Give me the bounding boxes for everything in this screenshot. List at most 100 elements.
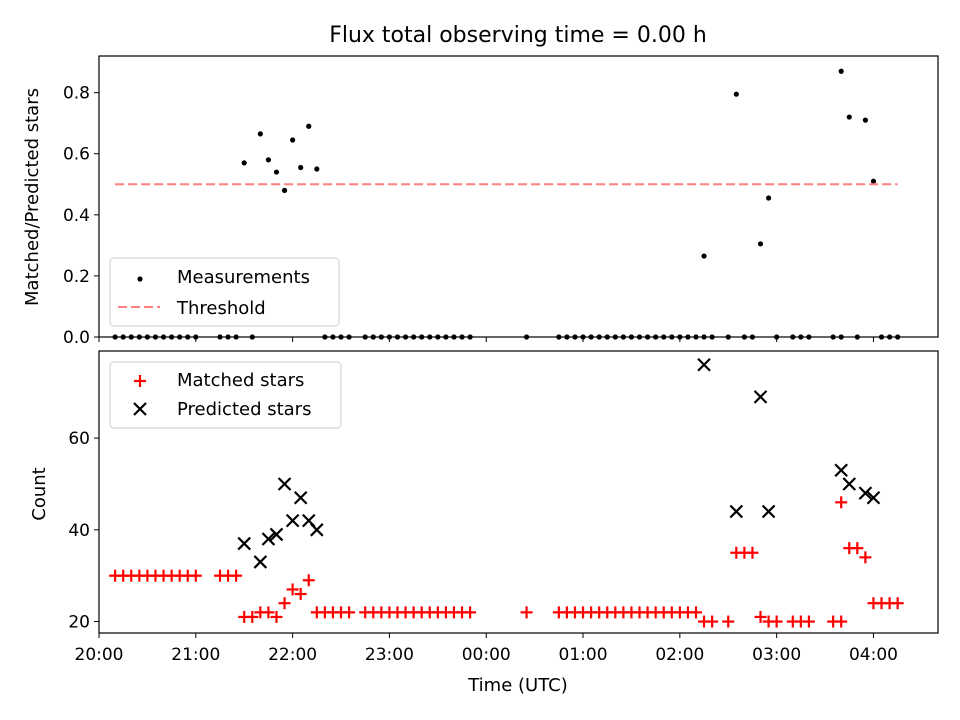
ratio-y-ticks: 0.0 0.2 0.4 0.6 0.8 <box>63 84 99 348</box>
x-tick-label: 20:00 <box>75 645 124 665</box>
matched-star-point <box>246 610 259 623</box>
matched-star-point <box>770 615 783 628</box>
predicted-star-point <box>761 504 776 519</box>
measurement-point <box>290 137 296 143</box>
x-tick-label: 23:00 <box>365 645 414 665</box>
measurement-point <box>701 253 707 259</box>
measurement-point <box>846 114 852 120</box>
measurement-point <box>862 117 868 123</box>
predicted-star-point <box>253 555 268 569</box>
count-panel: 20 40 60 20:00 21:00 22:00 23:00 00:00 01:00 02:… <box>29 350 939 696</box>
x-tick-label: 22:00 <box>268 645 317 665</box>
matched-star-point <box>802 615 815 628</box>
x-tick-label: 04:00 <box>849 645 898 665</box>
matched-star-point <box>286 583 299 596</box>
measurement-point <box>870 178 877 184</box>
legend-predicted-marker <box>133 402 147 416</box>
predicted-star-point <box>697 357 711 372</box>
count-y-axis-label: Count <box>29 467 50 520</box>
ratio-plot-frame <box>98 55 939 338</box>
count-plot-frame <box>98 350 939 634</box>
measurement-point <box>298 164 304 171</box>
measurement-point <box>838 68 844 74</box>
ratio-y-tick-label: 0.8 <box>63 84 90 104</box>
measurement-point <box>273 169 280 175</box>
measurement-point <box>281 187 288 193</box>
legend-measurements-label: Measurements <box>177 267 310 288</box>
measurement-point <box>733 91 739 97</box>
chart-title: Flux total observing time = 0.00 h <box>329 23 707 48</box>
count-legend-box <box>109 361 342 429</box>
measurement-point <box>765 195 772 201</box>
ratio-x-ticks <box>98 337 874 342</box>
count-legend: Matched stars Predicted stars <box>109 361 342 429</box>
matched-star-point <box>722 615 735 628</box>
x-tick-label: 02:00 <box>655 645 704 665</box>
predicted-star-point <box>834 463 848 477</box>
matched-star-point <box>859 551 872 564</box>
measurement-point <box>306 123 312 129</box>
measurement-point <box>241 160 247 166</box>
matched-star-point <box>230 569 243 582</box>
ratio-y-tick-label: 0.0 <box>63 328 90 348</box>
legend-matched-marker <box>134 375 146 387</box>
legend-matched-label: Matched stars <box>177 370 304 391</box>
measurement-point <box>257 131 263 137</box>
matched-star-point <box>278 597 291 610</box>
matched-star-point <box>464 606 477 619</box>
count-y-tick-label: 60 <box>68 429 90 449</box>
predicted-star-point <box>858 486 873 500</box>
matched-star-point <box>835 496 848 509</box>
matched-star-point <box>706 615 719 628</box>
count-y-ticks: 20 40 60 <box>68 429 99 633</box>
x-tick-label: 21:00 <box>171 645 220 665</box>
ratio-points-group <box>112 68 901 340</box>
measurement-point <box>314 166 320 172</box>
count-points-group <box>109 357 904 628</box>
legend-threshold-label: Threshold <box>176 298 266 319</box>
predicted-star-point <box>866 490 881 505</box>
predicted-star-point <box>269 527 284 542</box>
matched-star-point <box>343 606 356 619</box>
x-tick-label: 01:00 <box>559 645 608 665</box>
ratio-panel: 0.00.20.40.60.8 Matched/Predicted stars … <box>22 55 939 348</box>
ratio-y-tick-label: 0.2 <box>63 267 90 287</box>
matched-star-point <box>835 615 848 628</box>
predicted-star-point <box>842 477 857 491</box>
ratio-legend-box <box>109 257 340 327</box>
predicted-star-point <box>753 390 768 404</box>
matched-star-point <box>891 597 904 610</box>
ratio-y-tick-label: 0.6 <box>63 145 90 165</box>
count-y-tick-label: 40 <box>68 521 90 541</box>
matched-star-point <box>689 606 702 619</box>
matched-star-point <box>189 569 202 582</box>
measurement-point <box>265 157 272 163</box>
count-x-ticks: 20:00 21:00 22:00 23:00 00:00 01:00 02:00 03:00… <box>75 633 898 665</box>
x-tick-label: 00:00 <box>462 645 511 665</box>
legend-measurements-marker <box>137 276 143 282</box>
count-y-tick-label: 20 <box>68 613 90 633</box>
predicted-star-point <box>277 477 292 491</box>
matched-star-point <box>270 610 283 623</box>
matched-star-point <box>746 546 759 559</box>
predicted-star-point <box>729 504 744 519</box>
matched-star-point <box>302 574 315 587</box>
matched-star-point <box>294 588 307 601</box>
matched-star-point <box>520 606 533 619</box>
ratio-y-tick-label: 0.4 <box>63 206 90 226</box>
legend-predicted-label: Predicted stars <box>177 399 311 420</box>
predicted-star-point <box>293 490 308 505</box>
ratio-y-axis-label: Matched/Predicted stars <box>22 88 43 306</box>
matched-star-point <box>754 610 767 623</box>
measurement-point <box>757 241 764 247</box>
predicted-star-point <box>285 513 300 528</box>
matched-star-point <box>851 542 864 555</box>
predicted-star-point <box>310 523 324 537</box>
x-axis-label: Time (UTC) <box>467 675 568 696</box>
ratio-legend: Measurements Threshold <box>109 257 340 327</box>
predicted-star-point <box>261 532 276 546</box>
matched-star-point <box>262 606 275 619</box>
x-tick-label: 03:00 <box>752 645 801 665</box>
predicted-star-point <box>237 536 251 551</box>
